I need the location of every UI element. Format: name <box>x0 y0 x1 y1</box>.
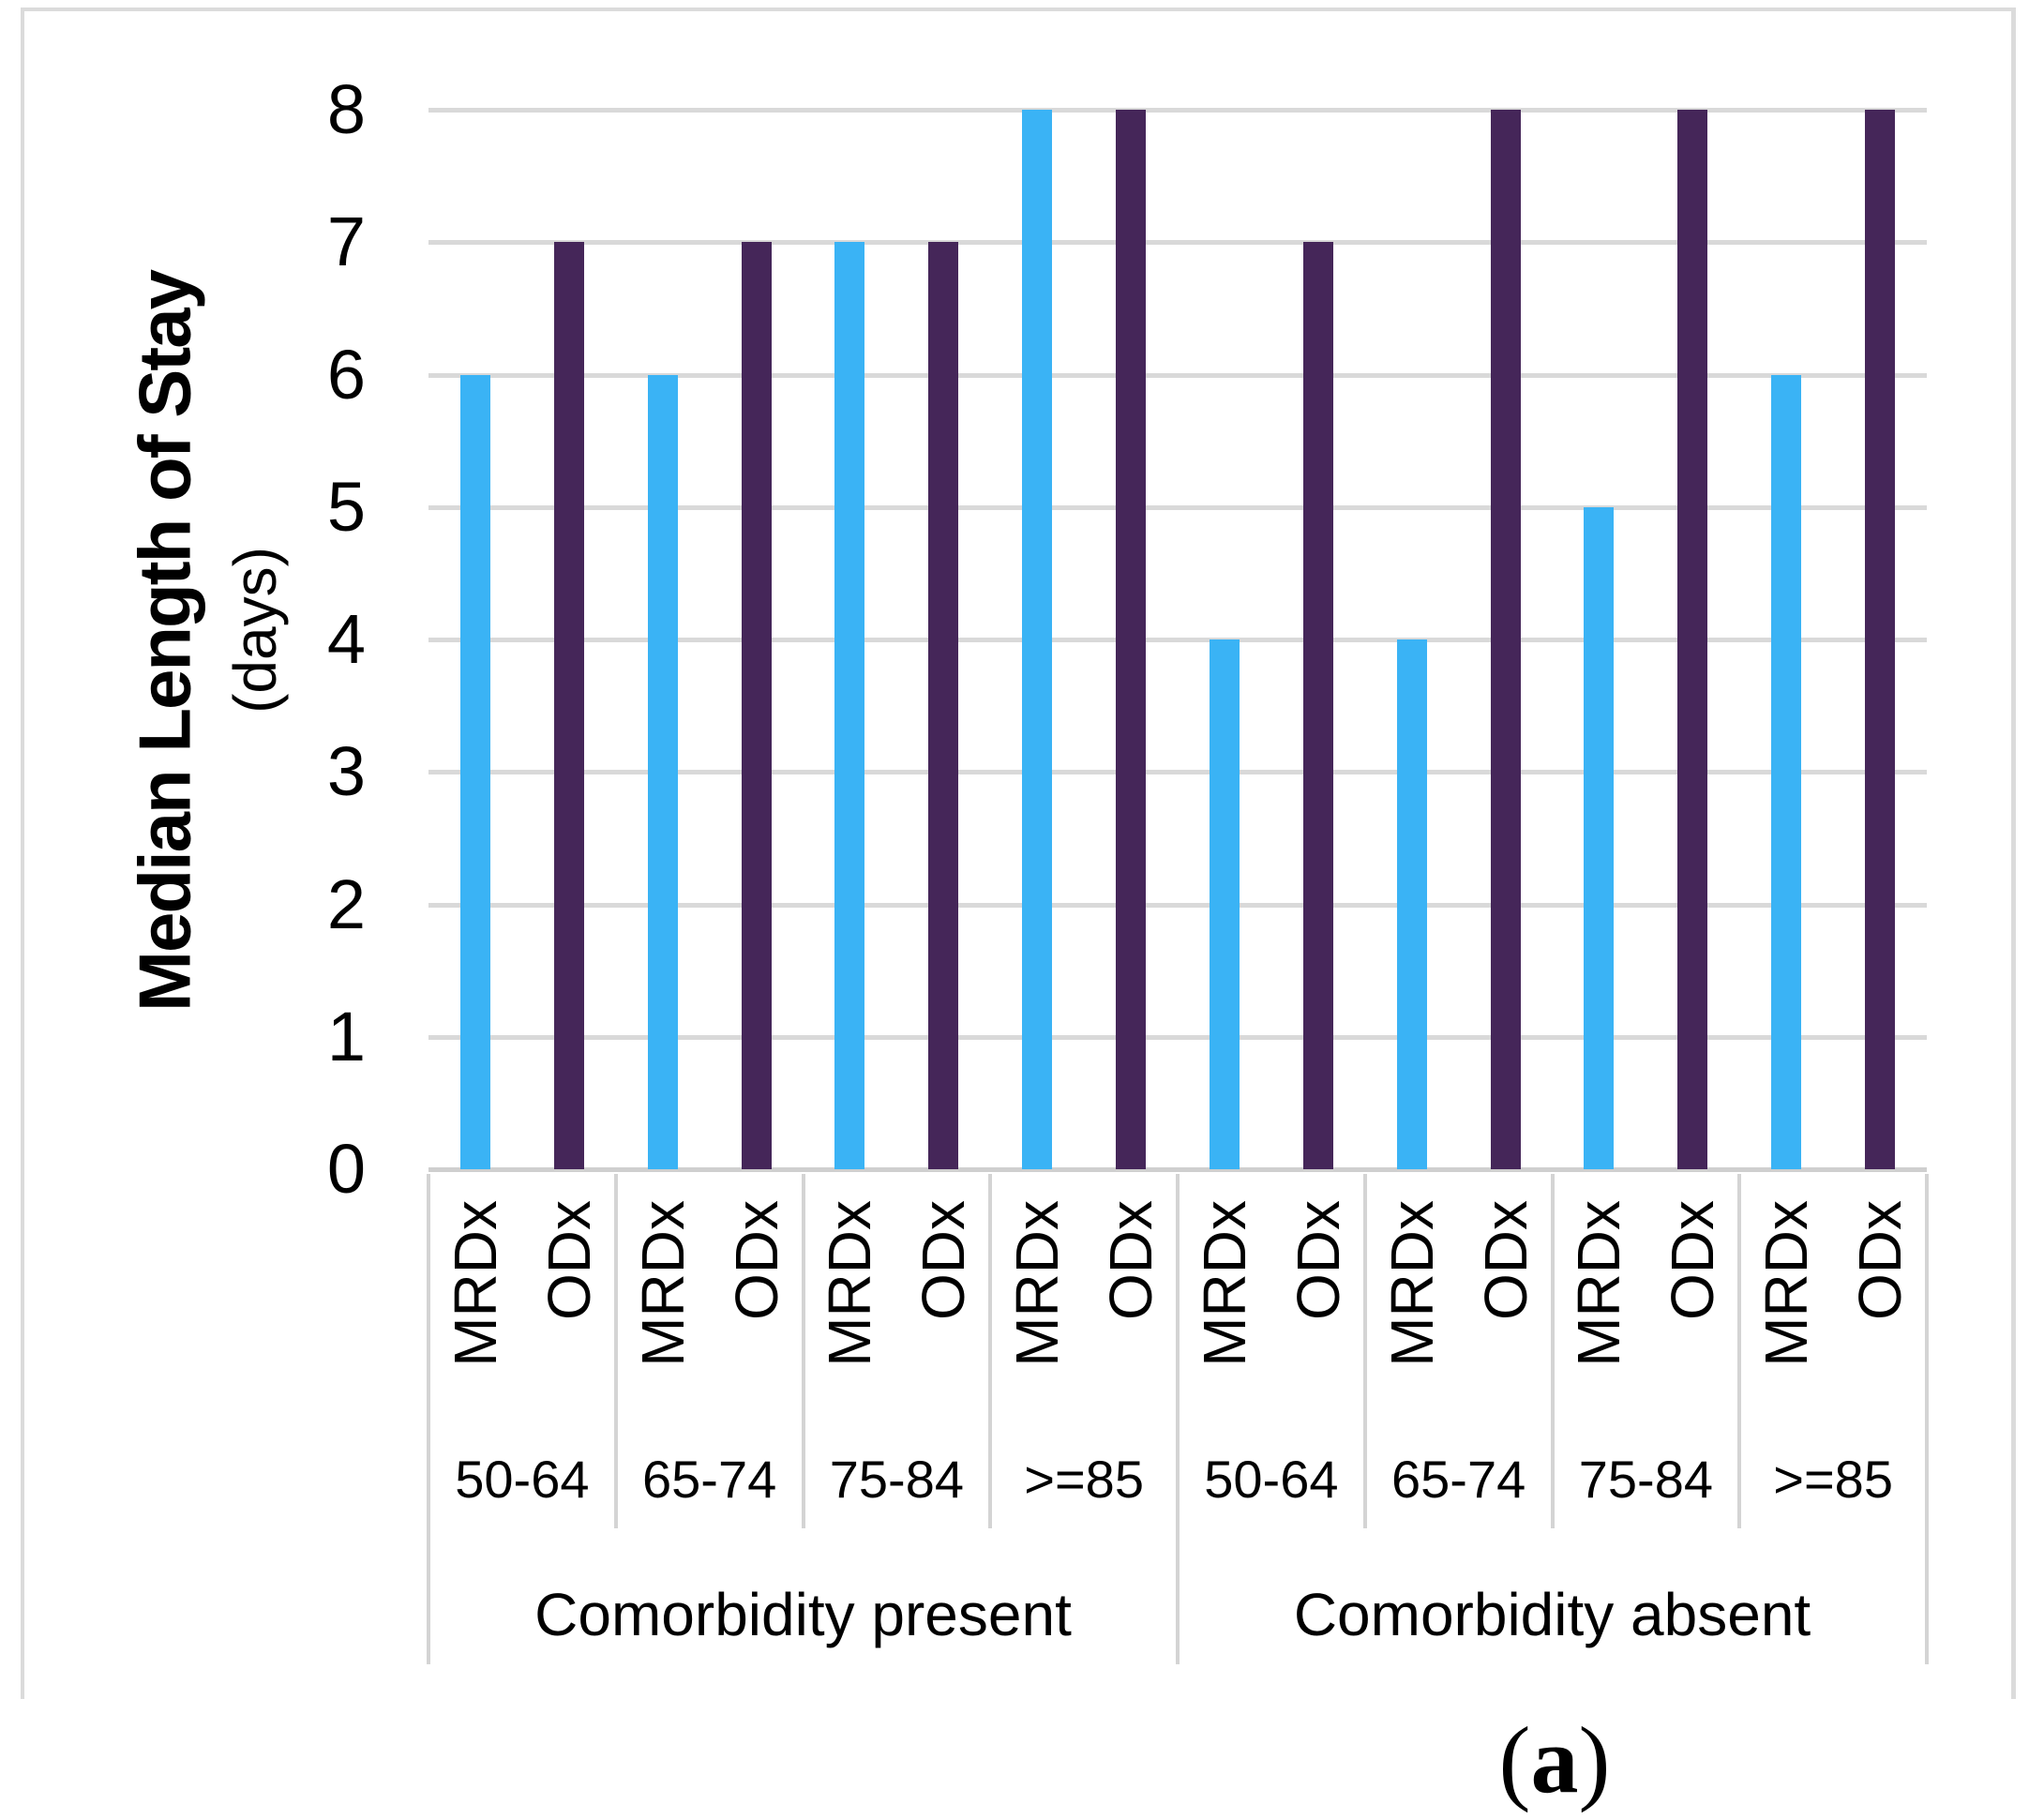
caption-close-paren: ) <box>1578 1707 1611 1814</box>
bar-label-MRDx: MRDx <box>1377 1200 1446 1367</box>
bar-ODx-50-64-group2 <box>1302 242 1333 1169</box>
gridline-y1 <box>428 1034 1927 1040</box>
bar-label-MRDx: MRDx <box>1003 1200 1072 1367</box>
bar-MRDx-65-74-group2 <box>1396 639 1427 1169</box>
bar-label-MRDx: MRDx <box>441 1200 509 1367</box>
age-label-cell: 50-64 <box>455 1450 590 1509</box>
caption-letter: a <box>1530 1707 1579 1814</box>
bar-label-MRDx: MRDx <box>1565 1200 1633 1367</box>
bar-MRDx->=85-group1 <box>1022 110 1053 1169</box>
figure-border-right <box>2011 8 2016 1699</box>
bar-label-ODx: ODx <box>1659 1200 1727 1320</box>
bar-label-ODx: ODx <box>1097 1200 1165 1320</box>
bar-MRDx-75-84-group1 <box>834 242 865 1169</box>
bar-MRDx-50-64-group2 <box>1209 639 1240 1169</box>
caption-open-paren: ( <box>1498 1707 1531 1814</box>
y-axis-tick: 1 <box>326 997 366 1075</box>
bar-ODx-75-84-group1 <box>928 242 959 1169</box>
x-axis-line <box>428 1167 1927 1172</box>
y-axis-tick: 7 <box>326 203 366 281</box>
bar-label-ODx: ODx <box>722 1200 790 1320</box>
plot-area <box>428 108 1927 1172</box>
age-label-cell: 75-84 <box>829 1450 964 1509</box>
figure-caption: (a) <box>1499 1706 1611 1816</box>
comorbidity-group-label: Comorbidity present <box>534 1581 1072 1648</box>
gridline-y5 <box>428 504 1927 510</box>
gridline-y8 <box>428 108 1927 113</box>
gridline-y3 <box>428 770 1927 775</box>
group-separator <box>1176 1174 1180 1664</box>
bar-ODx-50-64-group1 <box>553 242 584 1169</box>
bar-label-ODx: ODx <box>534 1200 603 1320</box>
y-axis-tick: 0 <box>326 1130 366 1208</box>
bar-ODx-75-84-group2 <box>1677 110 1708 1169</box>
y-axis-tick: 3 <box>326 732 366 811</box>
age-label-cell: 75-84 <box>1578 1450 1713 1509</box>
age-separator <box>988 1174 993 1528</box>
comorbidity-group-label: Comorbidity absent <box>1293 1581 1811 1648</box>
bar-label-ODx: ODx <box>1471 1200 1540 1320</box>
gridline-y4 <box>428 638 1927 642</box>
bar-ODx-65-74-group1 <box>741 242 772 1169</box>
bar-MRDx-50-64-group1 <box>459 374 490 1169</box>
age-label-cell: 50-64 <box>1204 1450 1339 1509</box>
age-separator <box>1362 1174 1367 1528</box>
bar-label-ODx: ODx <box>1846 1200 1915 1320</box>
figure-border-top <box>21 8 2015 11</box>
age-separator <box>1550 1174 1555 1528</box>
age-label-cell: >=85 <box>1024 1450 1144 1509</box>
bar-MRDx-75-84-group2 <box>1584 506 1615 1169</box>
y-axis-tick: 8 <box>326 70 366 148</box>
age-separator <box>801 1174 805 1528</box>
bar-MRDx->=85-group2 <box>1771 374 1802 1169</box>
bar-ODx->=85-group2 <box>1865 110 1896 1169</box>
group-separator <box>427 1174 430 1664</box>
gridline-y6 <box>428 372 1927 378</box>
bar-label-MRDx: MRDx <box>1752 1200 1821 1367</box>
gridline-y2 <box>428 902 1927 908</box>
age-label-cell: 65-74 <box>642 1450 777 1509</box>
figure-border-left <box>21 8 24 1699</box>
y-axis-tick: 4 <box>326 600 366 678</box>
bar-label-MRDx: MRDx <box>1190 1200 1258 1367</box>
y-axis-tick: 6 <box>326 335 366 413</box>
gridline-y7 <box>428 240 1927 246</box>
bar-label-ODx: ODx <box>1284 1200 1352 1320</box>
bar-ODx-65-74-group2 <box>1490 110 1521 1169</box>
y-axis-tick: 5 <box>326 467 366 546</box>
group-separator <box>1925 1174 1929 1664</box>
age-separator <box>613 1174 618 1528</box>
bar-label-ODx: ODx <box>909 1200 978 1320</box>
age-label-cell: >=85 <box>1773 1450 1893 1509</box>
bar-label-MRDx: MRDx <box>628 1200 697 1367</box>
age-separator <box>1737 1174 1742 1528</box>
y-axis-tick: 2 <box>326 864 366 943</box>
bar-MRDx-65-74-group1 <box>647 374 678 1169</box>
bar-ODx->=85-group1 <box>1116 110 1147 1169</box>
bar-label-MRDx: MRDx <box>816 1200 884 1367</box>
age-label-cell: 65-74 <box>1391 1450 1526 1509</box>
